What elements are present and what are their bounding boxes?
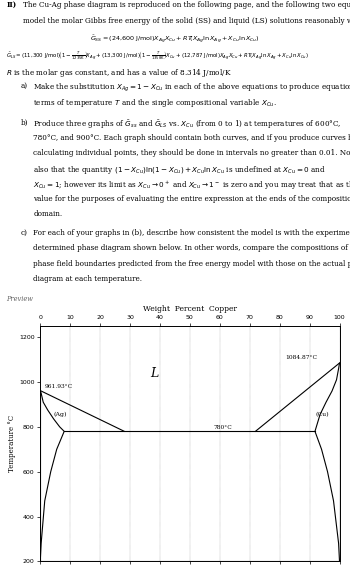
- Text: 780°C, and 900°C. Each graph should contain both curves, and if you produce curv: 780°C, and 900°C. Each graph should cont…: [33, 134, 350, 142]
- Y-axis label: Temperature °C: Temperature °C: [8, 415, 16, 472]
- Text: a): a): [20, 82, 27, 90]
- Text: 780°C: 780°C: [214, 425, 232, 430]
- Text: calculating individual points, they should be done in intervals no greater than : calculating individual points, they shou…: [33, 149, 350, 157]
- Text: c): c): [20, 229, 27, 237]
- Text: domain.: domain.: [33, 210, 62, 218]
- Text: $R$ is the molar gas constant, and has a value of 8.314 J/mol/K: $R$ is the molar gas constant, and has a…: [6, 67, 232, 79]
- Text: 961.93°C: 961.93°C: [45, 384, 73, 389]
- Text: $\bar{G}_{LS} = (11{,}300\ \mathrm{J/mol})\!\left(1-\frac{T}{1235\mathrm{K}}\rig: $\bar{G}_{LS} = (11{,}300\ \mathrm{J/mol…: [6, 50, 309, 62]
- Text: 1084.87°C: 1084.87°C: [286, 356, 318, 361]
- Text: also that the quantity $(1-X_{Cu})\ln(1-X_{Cu})+X_{Cu}\ln X_{Cu}$ is undefined a: also that the quantity $(1-X_{Cu})\ln(1-…: [33, 164, 326, 176]
- X-axis label: Weight  Percent  Copper: Weight Percent Copper: [143, 305, 237, 314]
- Text: value for the purposes of evaluating the entire expression at the ends of the co: value for the purposes of evaluating the…: [33, 195, 350, 203]
- Text: II): II): [6, 1, 16, 9]
- Text: diagram at each temperature.: diagram at each temperature.: [33, 275, 142, 283]
- Text: (Cu): (Cu): [315, 412, 329, 417]
- Text: Make the substitution $X_{Ag} = 1 - X_{Cu}$ in each of the above equations to pr: Make the substitution $X_{Ag} = 1 - X_{C…: [33, 82, 350, 94]
- Text: The Cu-Ag phase diagram is reproduced on the following page, and the following t: The Cu-Ag phase diagram is reproduced on…: [23, 1, 350, 9]
- Text: model the molar Gibbs free energy of the solid (SS) and liquid (LS) solutions re: model the molar Gibbs free energy of the…: [23, 17, 350, 25]
- Text: $X_{Cu}=1$; however its limit as $X_{Cu}\to 0^+$ and $X_{Cu}\to 1^-$ is zero and: $X_{Cu}=1$; however its limit as $X_{Cu}…: [33, 180, 350, 192]
- Text: Preview: Preview: [6, 295, 33, 303]
- Text: For each of your graphs in (b), describe how consistent the model is with the ex: For each of your graphs in (b), describe…: [33, 229, 350, 237]
- Text: Produce three graphs of $\bar{G}_{ss}$ and $\bar{G}_{LS}$ vs. $X_{Cu}$ (from 0 t: Produce three graphs of $\bar{G}_{ss}$ a…: [33, 119, 342, 131]
- Text: terms of temperature $T$ and the single compositional variable $X_{Cu}$.: terms of temperature $T$ and the single …: [33, 98, 277, 109]
- Text: $\bar{G}_{SS} = (24{,}600\ \mathrm{J/mol})X_{Ag}X_{Cu} + RT\!\left(X_{Ag}\ln X_{: $\bar{G}_{SS} = (24{,}600\ \mathrm{J/mol…: [90, 33, 260, 45]
- Text: (Ag): (Ag): [54, 412, 67, 417]
- Text: determined phase diagram shown below. In other words, compare the compositions o: determined phase diagram shown below. In…: [33, 244, 350, 252]
- Text: b): b): [20, 119, 28, 126]
- Text: phase field boundaries predicted from the free energy model with those on the ac: phase field boundaries predicted from th…: [33, 260, 350, 268]
- Text: L: L: [150, 367, 158, 379]
